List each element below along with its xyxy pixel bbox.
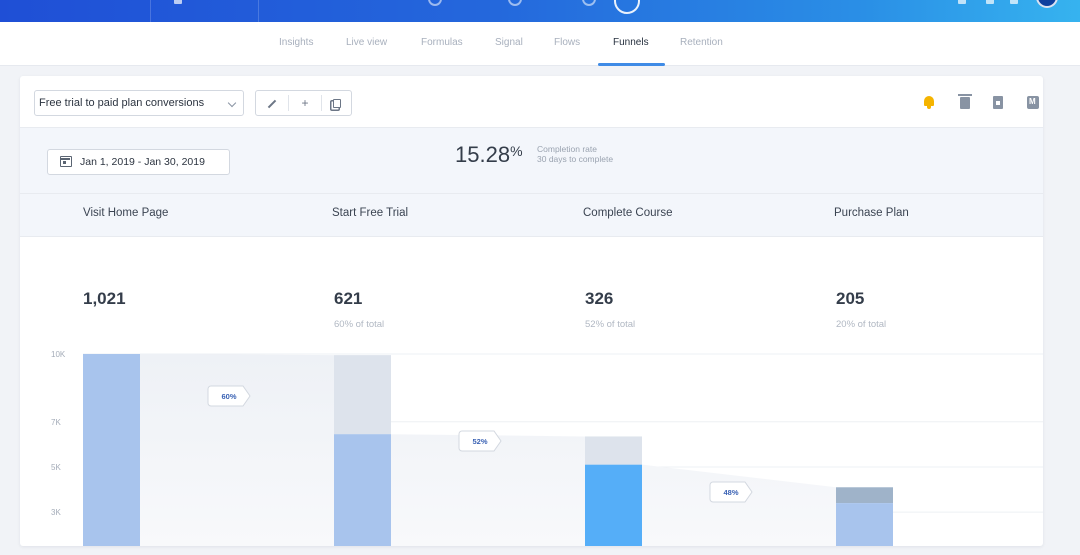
funnel-summary: Jan 1, 2019 - Jan 30, 2019 15.28% Comple…: [20, 128, 1043, 194]
funnel-steps-header: Visit Home Page Start Free Trial Complet…: [20, 194, 1043, 237]
conversion-label: 48%: [723, 488, 738, 497]
report-tabs: Insights Live view Formulas Signal Flows…: [0, 22, 1080, 66]
step-name[interactable]: Purchase Plan: [834, 207, 909, 219]
dropoff-bar: [836, 487, 893, 504]
completion-rate: 15.28%: [455, 142, 523, 168]
funnel-chart: 10K 7K 5K 3K 60% 52% 48%: [51, 350, 1043, 546]
nav-divider: [258, 0, 259, 22]
conversion-bar: [334, 434, 391, 546]
active-tab-indicator: [598, 63, 665, 66]
duplicate-funnel-button[interactable]: [322, 91, 352, 115]
conversion-label: 52%: [472, 437, 487, 446]
completion-label: Completion rate: [537, 144, 598, 154]
step-percent: 20% of total: [836, 319, 887, 330]
step-percent: 52% of total: [585, 319, 636, 330]
nav-step-icon[interactable]: [508, 0, 522, 6]
conversion-bar: [836, 503, 893, 546]
add-funnel-button[interactable]: +: [301, 96, 309, 110]
edit-funnel-button[interactable]: [256, 91, 288, 115]
y-tick-label: 3K: [51, 508, 61, 517]
tab-signal[interactable]: Signal: [495, 37, 523, 48]
step-count: 1,021: [83, 289, 126, 308]
dropoff-bar: [585, 436, 642, 465]
divider: [321, 95, 322, 111]
nav-active-step-icon[interactable]: [614, 0, 640, 14]
trash-icon[interactable]: [958, 94, 972, 109]
completion-details: Completion rate 30 days to complete: [537, 144, 613, 164]
date-range-picker[interactable]: Jan 1, 2019 - Jan 30, 2019: [47, 149, 230, 175]
completion-rate-unit: %: [510, 143, 523, 159]
calendar-icon: [60, 156, 72, 167]
y-tick-label: 10K: [51, 350, 66, 359]
funnel-toolbar: Free trial to paid plan conversions +: [20, 76, 1043, 128]
step-count: 205: [836, 289, 865, 308]
conversion-pill: [709, 481, 753, 503]
step-percent: 60% of total: [334, 319, 385, 330]
step-name[interactable]: Complete Course: [583, 207, 673, 219]
step-count: 326: [585, 289, 614, 308]
step-count: 621: [334, 289, 363, 308]
conversion-bar: [585, 464, 642, 546]
tab-funnels[interactable]: Funnels: [613, 37, 649, 48]
tab-retention[interactable]: Retention: [680, 37, 723, 48]
chevron-down-icon: [227, 98, 237, 108]
y-tick-label: 5K: [51, 463, 61, 472]
funnel-card: Free trial to paid plan conversions + Ja…: [20, 76, 1043, 546]
divider: [288, 95, 289, 111]
markdown-icon[interactable]: [1027, 96, 1039, 109]
pencil-icon: [267, 99, 277, 109]
nav-bell-icon[interactable]: [1010, 0, 1018, 4]
tab-formulas[interactable]: Formulas: [421, 37, 463, 48]
tab-live-view[interactable]: Live view: [346, 37, 388, 48]
top-nav-bar: [0, 0, 1080, 22]
tab-insights[interactable]: Insights: [279, 37, 314, 48]
nav-grid-icon[interactable]: [174, 0, 182, 4]
nav-help-icon[interactable]: [986, 0, 994, 4]
nav-step-icon[interactable]: [582, 0, 596, 6]
bell-icon[interactable]: [924, 96, 934, 109]
funnel-select[interactable]: Free trial to paid plan conversions: [34, 90, 244, 116]
nav-chart-icon[interactable]: [958, 0, 966, 4]
step-name[interactable]: Visit Home Page: [83, 207, 169, 219]
conversion-pill: [207, 385, 251, 407]
tab-flows[interactable]: Flows: [554, 37, 581, 48]
nav-step-icon[interactable]: [428, 0, 442, 6]
conversion-pill: [458, 430, 502, 452]
date-range-value: Jan 1, 2019 - Jan 30, 2019: [80, 156, 205, 168]
user-avatar[interactable]: [1036, 0, 1058, 8]
funnel-select-value: Free trial to paid plan conversions: [39, 97, 205, 109]
dropoff-bar: [334, 355, 391, 435]
funnel-actions: +: [255, 90, 352, 116]
y-tick-label: 7K: [51, 418, 61, 427]
conversion-label: 60%: [221, 392, 236, 401]
nav-divider: [150, 0, 151, 22]
copy-icon: [333, 99, 341, 109]
export-icon[interactable]: [993, 96, 1003, 109]
completion-days: 30 days to complete: [537, 154, 614, 164]
step-name[interactable]: Start Free Trial: [332, 207, 409, 219]
conversion-bar: [83, 354, 140, 546]
completion-rate-value: 15.28: [455, 142, 511, 167]
